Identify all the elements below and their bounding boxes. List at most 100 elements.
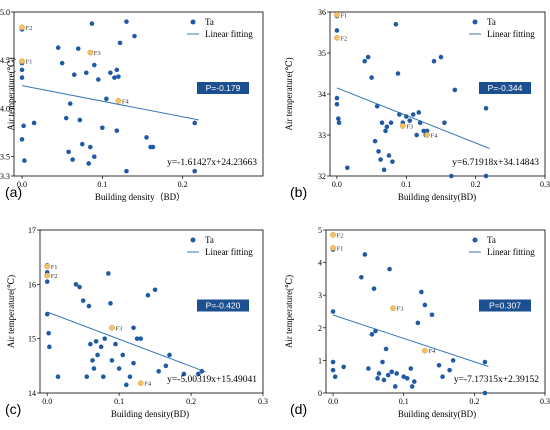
data-point (409, 384, 415, 389)
x-tick-label: 0.0 (42, 397, 52, 406)
data-point (144, 135, 149, 140)
data-point (378, 157, 383, 162)
data-point (112, 75, 117, 80)
panel-label: (c) (5, 401, 21, 417)
data-point (332, 374, 338, 380)
data-point (424, 128, 430, 134)
data-point (19, 75, 25, 80)
fit-equation: y=-5.00319x+15.49041 (167, 375, 257, 385)
data-point (114, 128, 120, 133)
data-point (106, 271, 111, 276)
data-point (108, 301, 113, 306)
data-point (66, 149, 71, 155)
data-point (67, 101, 73, 106)
data-point (381, 377, 387, 383)
y-tick-label: 3 (318, 291, 322, 300)
highlight-label: F2 (51, 273, 58, 280)
data-point (86, 161, 91, 166)
data-point (447, 367, 452, 373)
data-point (84, 374, 90, 380)
highlight-label: F2 (340, 35, 347, 42)
y-axis-label: Air temperature(℃) (284, 275, 294, 348)
data-point (195, 371, 201, 377)
data-point (92, 62, 97, 68)
highlight-point (334, 12, 340, 18)
highlight-label: F4 (428, 348, 436, 355)
highlight-label: F2 (26, 25, 33, 32)
data-point (88, 144, 93, 150)
data-point (75, 46, 81, 51)
y-tick-label: 24.5 (0, 56, 10, 65)
data-point (116, 366, 122, 371)
panel-label: (b) (290, 184, 307, 200)
data-point (336, 120, 342, 125)
data-point (330, 367, 336, 373)
p-value-text: P=-0.420 (206, 301, 241, 311)
data-point (134, 336, 140, 341)
plot-frame (13, 11, 264, 177)
data-point (116, 74, 121, 79)
highlight-label: F1 (26, 59, 33, 66)
y-tick-label: 33 (318, 131, 326, 140)
data-point (417, 120, 423, 125)
x-tick-label: 0.1 (97, 180, 107, 189)
data-point (397, 112, 402, 117)
highlight-point (109, 324, 115, 331)
data-point (71, 72, 77, 78)
data-point (390, 159, 395, 164)
data-point (376, 371, 382, 376)
highlight-label: F3 (94, 50, 101, 57)
highlight-point (137, 380, 144, 387)
legend-marker (472, 19, 478, 25)
data-point (483, 173, 489, 179)
highlight-point (115, 97, 122, 104)
data-point (412, 379, 417, 384)
legend-text: Linear fitting (205, 247, 253, 257)
data-point (429, 312, 435, 318)
data-point (482, 359, 488, 365)
data-point (77, 117, 83, 123)
data-point (449, 173, 454, 179)
data-point (98, 344, 104, 350)
x-tick-label: 0.2 (471, 180, 481, 189)
data-point (167, 352, 172, 358)
highlight-label: F3 (115, 325, 122, 332)
data-point (63, 115, 69, 121)
data-point (100, 125, 105, 131)
data-point (83, 70, 89, 76)
y-tick-label: 24.0 (0, 104, 10, 113)
data-point (422, 302, 428, 308)
p-value-text: P=0.307 (489, 301, 521, 311)
data-point (415, 320, 421, 326)
p-value-box (479, 82, 531, 94)
panel-c: 0.0 0.1 0.2 0.3 14 15 16 17 Building density(BD)… (5, 226, 268, 419)
legend-text: Ta (205, 235, 214, 245)
data-point (150, 144, 156, 150)
y-tick-label: 23.3 (0, 172, 10, 181)
p-value-text: P=-0.344 (488, 83, 523, 93)
x-axis-label: Building density(BD) (111, 409, 189, 419)
x-tick-label: 0.3 (540, 397, 550, 406)
y-tick-label: 36 (318, 8, 326, 17)
legend-marker (190, 237, 196, 243)
data-point (442, 120, 447, 125)
data-point (365, 54, 371, 60)
data-point (127, 374, 133, 380)
data-point (421, 128, 426, 134)
highlight-label: F1 (337, 245, 344, 252)
data-point (145, 292, 151, 298)
data-point (132, 33, 137, 39)
data-point (341, 364, 346, 370)
data-point (381, 167, 387, 173)
p-value-box (479, 299, 531, 312)
data-point (92, 154, 97, 160)
data-point (22, 158, 27, 163)
data-point (379, 120, 385, 125)
data-point (19, 137, 25, 142)
data-point (334, 28, 340, 33)
legend-text: Linear fitting (487, 29, 535, 39)
y-tick-label: 16 (28, 280, 36, 289)
data-point (120, 352, 126, 358)
data-point (407, 118, 413, 123)
